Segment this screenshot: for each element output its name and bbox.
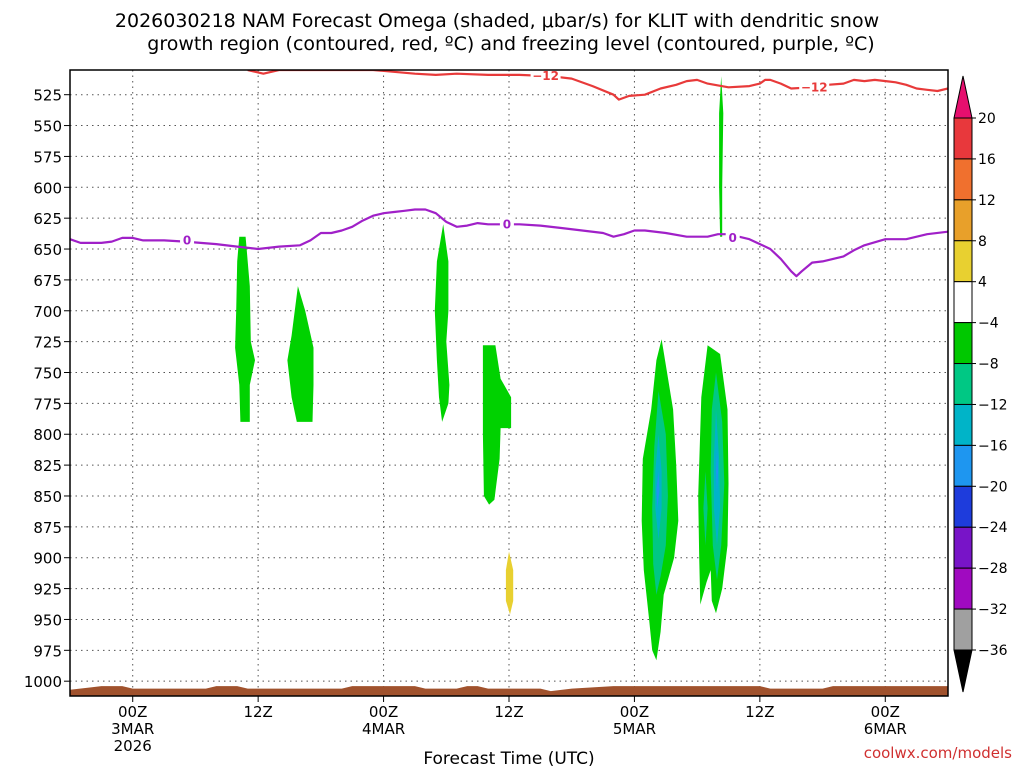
colorbar-label: −4 — [978, 316, 999, 332]
x-tick-label: 2026 — [114, 737, 152, 755]
y-tick-label: 1000 — [24, 673, 62, 691]
y-tick-label: 800 — [33, 426, 62, 444]
dgz-contour-label-background — [530, 70, 561, 84]
x-tick-label: 00Z — [118, 703, 147, 721]
x-tick-label: 3MAR — [111, 720, 154, 738]
y-tick-label: 725 — [33, 334, 62, 352]
x-tick-label: 00Z — [620, 703, 649, 721]
omega-region — [505, 551, 514, 615]
colorbar-segment — [953, 363, 973, 405]
terrain-fill — [70, 686, 948, 696]
colorbar-label: −36 — [978, 643, 1008, 659]
colorbar-segment — [953, 567, 973, 610]
x-tick-label: 4MAR — [362, 720, 405, 738]
y-tick-label: 975 — [33, 642, 62, 660]
omega-region — [235, 236, 255, 422]
omega-shaded-regions — [235, 76, 729, 661]
x-axis-label: Forecast Time (UTC) — [423, 749, 594, 768]
freezing-level-contour-label: 0 — [503, 217, 511, 231]
omega-region — [719, 76, 724, 237]
omega-region — [656, 471, 660, 509]
freezing-level-contour-label-background — [499, 216, 514, 232]
y-tick-label: 825 — [33, 457, 62, 475]
colorbar-segment — [953, 608, 973, 651]
colorbar-segment — [953, 485, 973, 528]
colorbar-segment — [953, 444, 973, 487]
omega-region — [287, 286, 314, 422]
freezing-level-contour-label-background — [725, 229, 740, 245]
colorbar-label: −20 — [978, 479, 1008, 495]
y-tick-label: 625 — [33, 210, 62, 228]
freezing-level-contour-line — [70, 208, 948, 278]
colorbar-bottom-arrow — [953, 649, 973, 693]
colorbar-label: −32 — [978, 602, 1008, 618]
dgz-contour-label: −12 — [801, 80, 828, 94]
x-tick-label: 6MAR — [864, 720, 907, 738]
y-tick-label: 775 — [33, 395, 62, 413]
y-tick-label: 600 — [33, 179, 62, 197]
temperature-contours: −12 −12 0 0 0 — [70, 69, 948, 278]
dgz-contour-label: −12 — [532, 69, 559, 83]
colorbar-segment — [953, 199, 973, 242]
colorbar-segment — [953, 403, 973, 446]
chart-title-line-2: growth region (contoured, red, ºC) and f… — [147, 33, 874, 55]
colorbar-label: 8 — [978, 234, 987, 250]
colorbar-top-arrow — [953, 75, 973, 119]
y-tick-label: 550 — [33, 118, 62, 136]
colorbar-segment — [953, 322, 973, 365]
colorbar-label: 12 — [978, 193, 996, 209]
omega-region — [703, 471, 708, 546]
colorbar-segment — [953, 158, 973, 201]
colorbar-segment — [953, 240, 973, 283]
omega-region — [434, 224, 450, 422]
y-tick-label: 925 — [33, 581, 62, 599]
x-tick-label: 12Z — [745, 703, 774, 721]
colorbar-segment — [953, 281, 973, 324]
x-tick-label: 12Z — [494, 703, 523, 721]
credit-text: coolwx.com/models — [864, 744, 1012, 762]
y-tick-label: 675 — [33, 272, 62, 290]
y-tick-label: 750 — [33, 365, 62, 383]
x-tick-label: 12Z — [243, 703, 272, 721]
freezing-level-contour-label: 0 — [183, 233, 191, 247]
y-tick-label: 525 — [33, 87, 62, 105]
y-tick-label: 575 — [33, 148, 62, 166]
y-tick-label: 950 — [33, 611, 62, 629]
y-tick-label: 900 — [33, 550, 62, 568]
x-tick-label: 00Z — [871, 703, 900, 721]
colorbar-label: 4 — [978, 275, 987, 291]
colorbar-label: −8 — [978, 357, 999, 373]
freezing-level-contour-label-background — [180, 232, 195, 248]
x-tick-label: 00Z — [369, 703, 398, 721]
y-tick-label: 650 — [33, 241, 62, 259]
colorbar-label: −16 — [978, 438, 1008, 454]
omega-region — [716, 449, 718, 494]
y-tick-label: 875 — [33, 519, 62, 537]
freezing-level-contour-label: 0 — [729, 231, 737, 245]
chart-title-line-1: 2026030218 NAM Forecast Omega (shaded, μ… — [115, 10, 879, 32]
gridlines — [70, 70, 948, 696]
omega-region — [482, 345, 512, 505]
colorbar-label: 20 — [978, 111, 996, 127]
terrain-ground — [70, 686, 948, 696]
y-axis-ticks: 525 550 575 600 625 650 675 700 725 750 775 800 825 8… — [24, 87, 70, 691]
colorbar-segment — [953, 117, 973, 160]
colorbar-segment — [953, 526, 973, 569]
y-tick-label: 850 — [33, 488, 62, 506]
dgz-contour-line — [247, 70, 948, 101]
colorbar-label: −12 — [978, 397, 1008, 413]
colorbar-label: 16 — [978, 152, 996, 168]
dgz-contour-label-background — [799, 79, 830, 95]
y-tick-label: 700 — [33, 303, 62, 321]
x-tick-label: 5MAR — [613, 720, 656, 738]
colorbar-label: −28 — [978, 561, 1008, 577]
colorbar: 20 16 12 8 4 −4 −8 −12 −16 −20 −24 −28 −32 −36 — [953, 75, 1008, 693]
colorbar-label: −24 — [978, 520, 1008, 536]
